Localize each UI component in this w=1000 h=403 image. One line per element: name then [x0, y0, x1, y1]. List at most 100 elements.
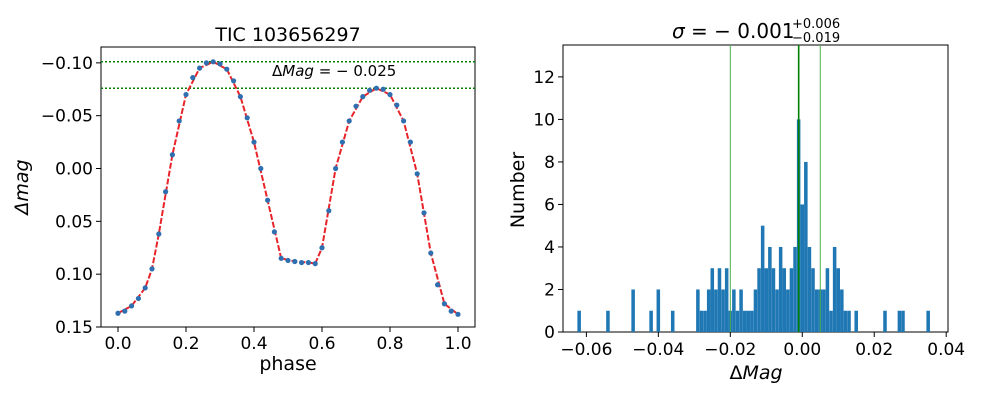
histogram-bar: [703, 310, 707, 332]
lightcurve-y-axis-label: Δmag: [11, 159, 33, 216]
histogram-bar: [926, 310, 930, 332]
lightcurve-point: [271, 229, 277, 235]
lightcurve-point: [326, 208, 332, 214]
x-tick-label: 0.6: [308, 334, 335, 354]
histogram-bar: [717, 268, 722, 332]
lightcurve-point: [285, 257, 291, 264]
x-tick-label: 0.0: [104, 334, 131, 354]
histogram-bar: [782, 268, 787, 332]
histogram-bar: [714, 289, 718, 332]
lightcurve-point: [197, 65, 203, 71]
histogram-bar: [710, 268, 715, 332]
lightcurve-y-ticks: −0.10 −0.05 0.00 0.05 0.10 0.15: [41, 54, 101, 338]
histogram-bar: [836, 268, 840, 332]
histogram-bar: [768, 246, 772, 332]
y-tick-label: −0.05: [41, 107, 93, 127]
lightcurve-point: [448, 308, 454, 314]
histogram-bar: [897, 310, 902, 332]
x-tick-label: 0.00: [783, 340, 821, 360]
lightcurve-point: [190, 75, 196, 81]
histogram-bar: [631, 289, 635, 332]
lightcurve-model-line: [117, 60, 459, 316]
lightcurve-point: [312, 261, 318, 267]
x-tick-label: 0.2: [172, 334, 199, 354]
y-tick-label: 10: [533, 110, 555, 130]
histogram-bar: [775, 289, 779, 332]
histogram-reference-lines: [729, 45, 821, 332]
histogram-bar: [753, 289, 758, 332]
x-tick-label: 0.8: [376, 334, 403, 354]
lightcurve-point: [414, 171, 420, 177]
lightcurve-point: [455, 311, 461, 317]
y-tick-label: 0.15: [55, 318, 93, 338]
y-tick-label: 0.05: [55, 212, 93, 232]
histogram-bar: [847, 310, 851, 332]
x-tick-label: −0.02: [704, 340, 756, 360]
lightcurve-point: [299, 259, 305, 266]
lightcurve-point: [163, 189, 169, 195]
lightcurve-point: [441, 301, 447, 307]
lightcurve-model-line-group: [117, 60, 459, 316]
histogram-bar: [699, 310, 704, 332]
histogram-bar: [696, 289, 700, 332]
lightcurve-point: [122, 308, 128, 314]
lightcurve-point: [333, 165, 339, 172]
lightcurve-point: [135, 295, 141, 302]
lightcurve-point: [339, 139, 345, 145]
lightcurve-x-axis-label: phase: [259, 353, 316, 375]
lightcurve-point: [428, 250, 434, 256]
histogram-bar: [739, 289, 743, 332]
lightcurve-title: TIC 103656297: [214, 24, 360, 46]
lightcurve-point: [407, 139, 413, 145]
histogram-bar: [764, 268, 769, 332]
lightcurve-point: [265, 197, 271, 203]
y-tick-label: 12: [533, 68, 555, 88]
histogram-bar: [804, 161, 808, 332]
lightcurve-point: [258, 165, 264, 172]
y-tick-label: −0.10: [41, 54, 93, 74]
histogram-bar: [724, 268, 729, 332]
histogram-y-axis-label: Number: [507, 152, 529, 229]
lightcurve-point: [319, 245, 325, 251]
histogram-bar: [854, 310, 858, 332]
histogram-bar: [883, 310, 887, 332]
histogram-title: σ = − 0.001: [672, 19, 795, 43]
histogram-x-ticks: −0.06 −0.04 −0.02 0.00 0.02 0.04: [560, 332, 965, 360]
lightcurve-point: [346, 118, 352, 124]
x-tick-label: 0.04: [927, 340, 965, 360]
histogram-panel: −0.06 −0.04 −0.02 0.00 0.02 0.04 0 2 4 6 8 10 12 σ …: [507, 17, 965, 384]
lightcurve-point: [401, 118, 407, 124]
lightcurve-plot-area: [100, 46, 476, 328]
x-tick-label: 0.4: [240, 334, 267, 354]
histogram-bar: [811, 268, 815, 332]
histogram-bar: [822, 289, 826, 332]
histogram-title-lower-error: −0.019: [792, 31, 840, 46]
histogram-bar: [746, 310, 751, 332]
lightcurve-point: [203, 60, 209, 66]
lightcurve-point: [237, 94, 243, 100]
histogram-bar: [656, 289, 661, 332]
histogram-bar: [789, 268, 794, 332]
lightcurve-point: [224, 66, 230, 72]
lightcurve-point: [169, 152, 175, 158]
lightcurve-point: [149, 266, 155, 272]
histogram-bar: [732, 289, 736, 332]
y-tick-label: 6: [544, 195, 555, 215]
histogram-bar: [778, 246, 783, 332]
y-tick-label: 2: [544, 280, 555, 300]
lightcurve-point: [394, 102, 400, 108]
lightcurve-point: [244, 115, 250, 121]
lightcurve-point: [217, 61, 223, 67]
histogram-bar: [735, 310, 740, 332]
lightcurve-point: [183, 91, 189, 98]
x-tick-label: 0.02: [855, 340, 893, 360]
histogram-bar: [843, 310, 848, 332]
lightcurve-point: [435, 282, 441, 288]
histogram-bar: [825, 268, 830, 332]
lightcurve-point: [387, 91, 393, 98]
y-tick-label: 0.00: [55, 160, 93, 180]
histogram-bar: [786, 289, 790, 332]
histogram-plot-area: [562, 44, 949, 333]
lightcurve-point: [156, 231, 162, 237]
lightcurve-point: [210, 59, 216, 65]
